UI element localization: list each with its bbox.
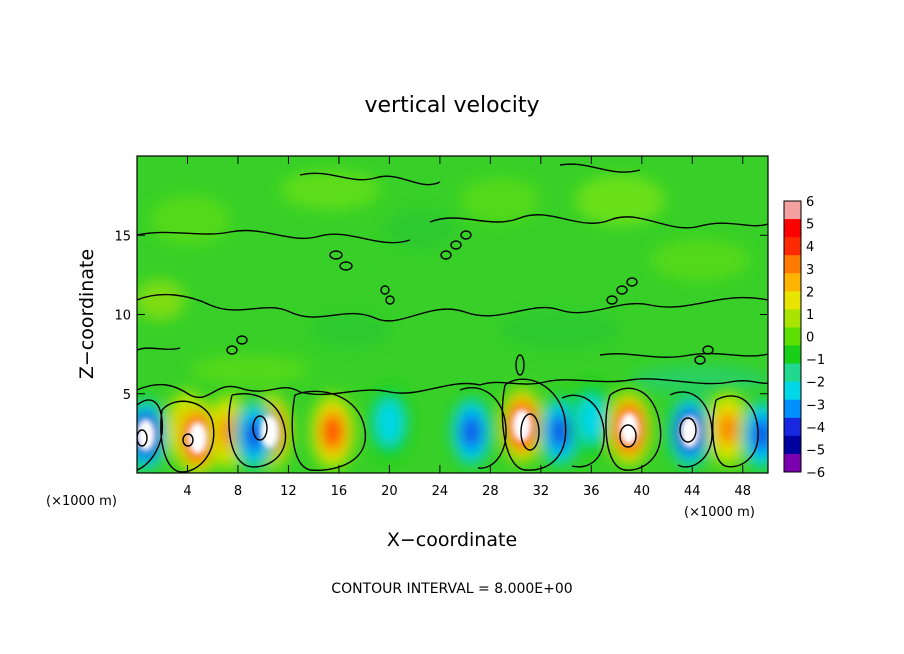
colorbar: 6 5 4 3 2 1 0 −1 −2 −3 −4 −5 −6	[783, 195, 825, 481]
colorbar-tick-label: 1	[806, 308, 814, 323]
velocity-cell	[463, 418, 480, 446]
colorbar-swatch	[784, 237, 801, 256]
background-texture	[137, 170, 768, 395]
colorbar-tick-label: −4	[806, 421, 825, 436]
colorbar-tick-label: 2	[806, 285, 814, 300]
colorbar-swatch	[784, 273, 801, 292]
colorbar-swatch	[784, 291, 801, 310]
x-tick-label: 40	[634, 484, 651, 499]
velocity-core	[620, 412, 639, 445]
x-tick-label: 32	[533, 484, 550, 499]
colorbar-swatch	[784, 255, 801, 274]
colorbar-tick-label: −3	[806, 398, 825, 413]
colorbar-swatch	[784, 453, 801, 473]
velocity-core	[188, 422, 207, 455]
x-axis-ticks: 4 8 12 16 20 24 28 32 36 40 44 48	[183, 156, 751, 499]
x-tick-label: 28	[482, 484, 499, 499]
x-tick-label: 16	[331, 484, 348, 499]
x-unit-label-left: (×1000 m)	[46, 494, 117, 509]
x-tick-label: 44	[684, 484, 701, 499]
x-tick-label: 20	[381, 484, 398, 499]
contour-lines	[137, 163, 768, 473]
colorbar-tick-label: −6	[806, 466, 825, 481]
x-axis-label: X−coordinate	[387, 529, 517, 551]
x-tick-label: 48	[734, 484, 751, 499]
colorbar-tick-label: −1	[806, 353, 825, 368]
colorbar-tick-label: 0	[806, 331, 814, 346]
velocity-cell	[552, 418, 568, 446]
colorbar-tick-label: 6	[806, 195, 814, 210]
colorbar-swatch	[784, 345, 801, 365]
colorbar-swatch	[784, 363, 801, 383]
x-unit-label-right: (×1000 m)	[684, 505, 755, 520]
colorbar-swatch	[784, 309, 801, 328]
chart-title: vertical velocity	[364, 93, 539, 118]
velocity-cell	[375, 398, 403, 446]
velocity-cell	[324, 418, 341, 446]
velocity-core	[137, 418, 155, 451]
y-axis-label: Z−coordinate	[76, 249, 98, 379]
colorbar-frame	[783, 200, 802, 473]
x-tick-label: 4	[183, 484, 191, 499]
x-tick-label: 12	[280, 484, 297, 499]
colorbar-swatch	[784, 417, 801, 437]
y-tick-label: 15	[114, 229, 131, 244]
velocity-cell	[717, 411, 738, 446]
colorbar-swatch	[784, 201, 801, 220]
colorbar-tick-label: −5	[806, 443, 825, 458]
colorbar-tick-label: 3	[806, 263, 814, 278]
y-tick-label: 10	[114, 309, 131, 324]
colorbar-swatch	[784, 435, 801, 455]
colorbar-tick-label: −2	[806, 376, 825, 391]
contour-interval-note: CONTOUR INTERVAL = 8.000E+00	[331, 581, 572, 597]
heatmap-field	[137, 156, 768, 473]
y-tick-label: 5	[123, 388, 131, 403]
velocity-core	[260, 415, 279, 448]
x-tick-label: 24	[432, 484, 449, 499]
velocity-cell	[577, 395, 605, 443]
colorbar-swatch	[784, 327, 801, 347]
colorbar-swatch	[784, 381, 801, 401]
colorbar-swatch	[784, 219, 801, 238]
y-axis-ticks: 5 10 15	[114, 229, 768, 403]
x-tick-label: 8	[234, 484, 242, 499]
colorbar-swatch	[784, 399, 801, 419]
colorbar-tick-label: 5	[806, 218, 814, 233]
colorbar-tick-label: 4	[806, 240, 814, 255]
x-tick-label: 36	[583, 484, 600, 499]
